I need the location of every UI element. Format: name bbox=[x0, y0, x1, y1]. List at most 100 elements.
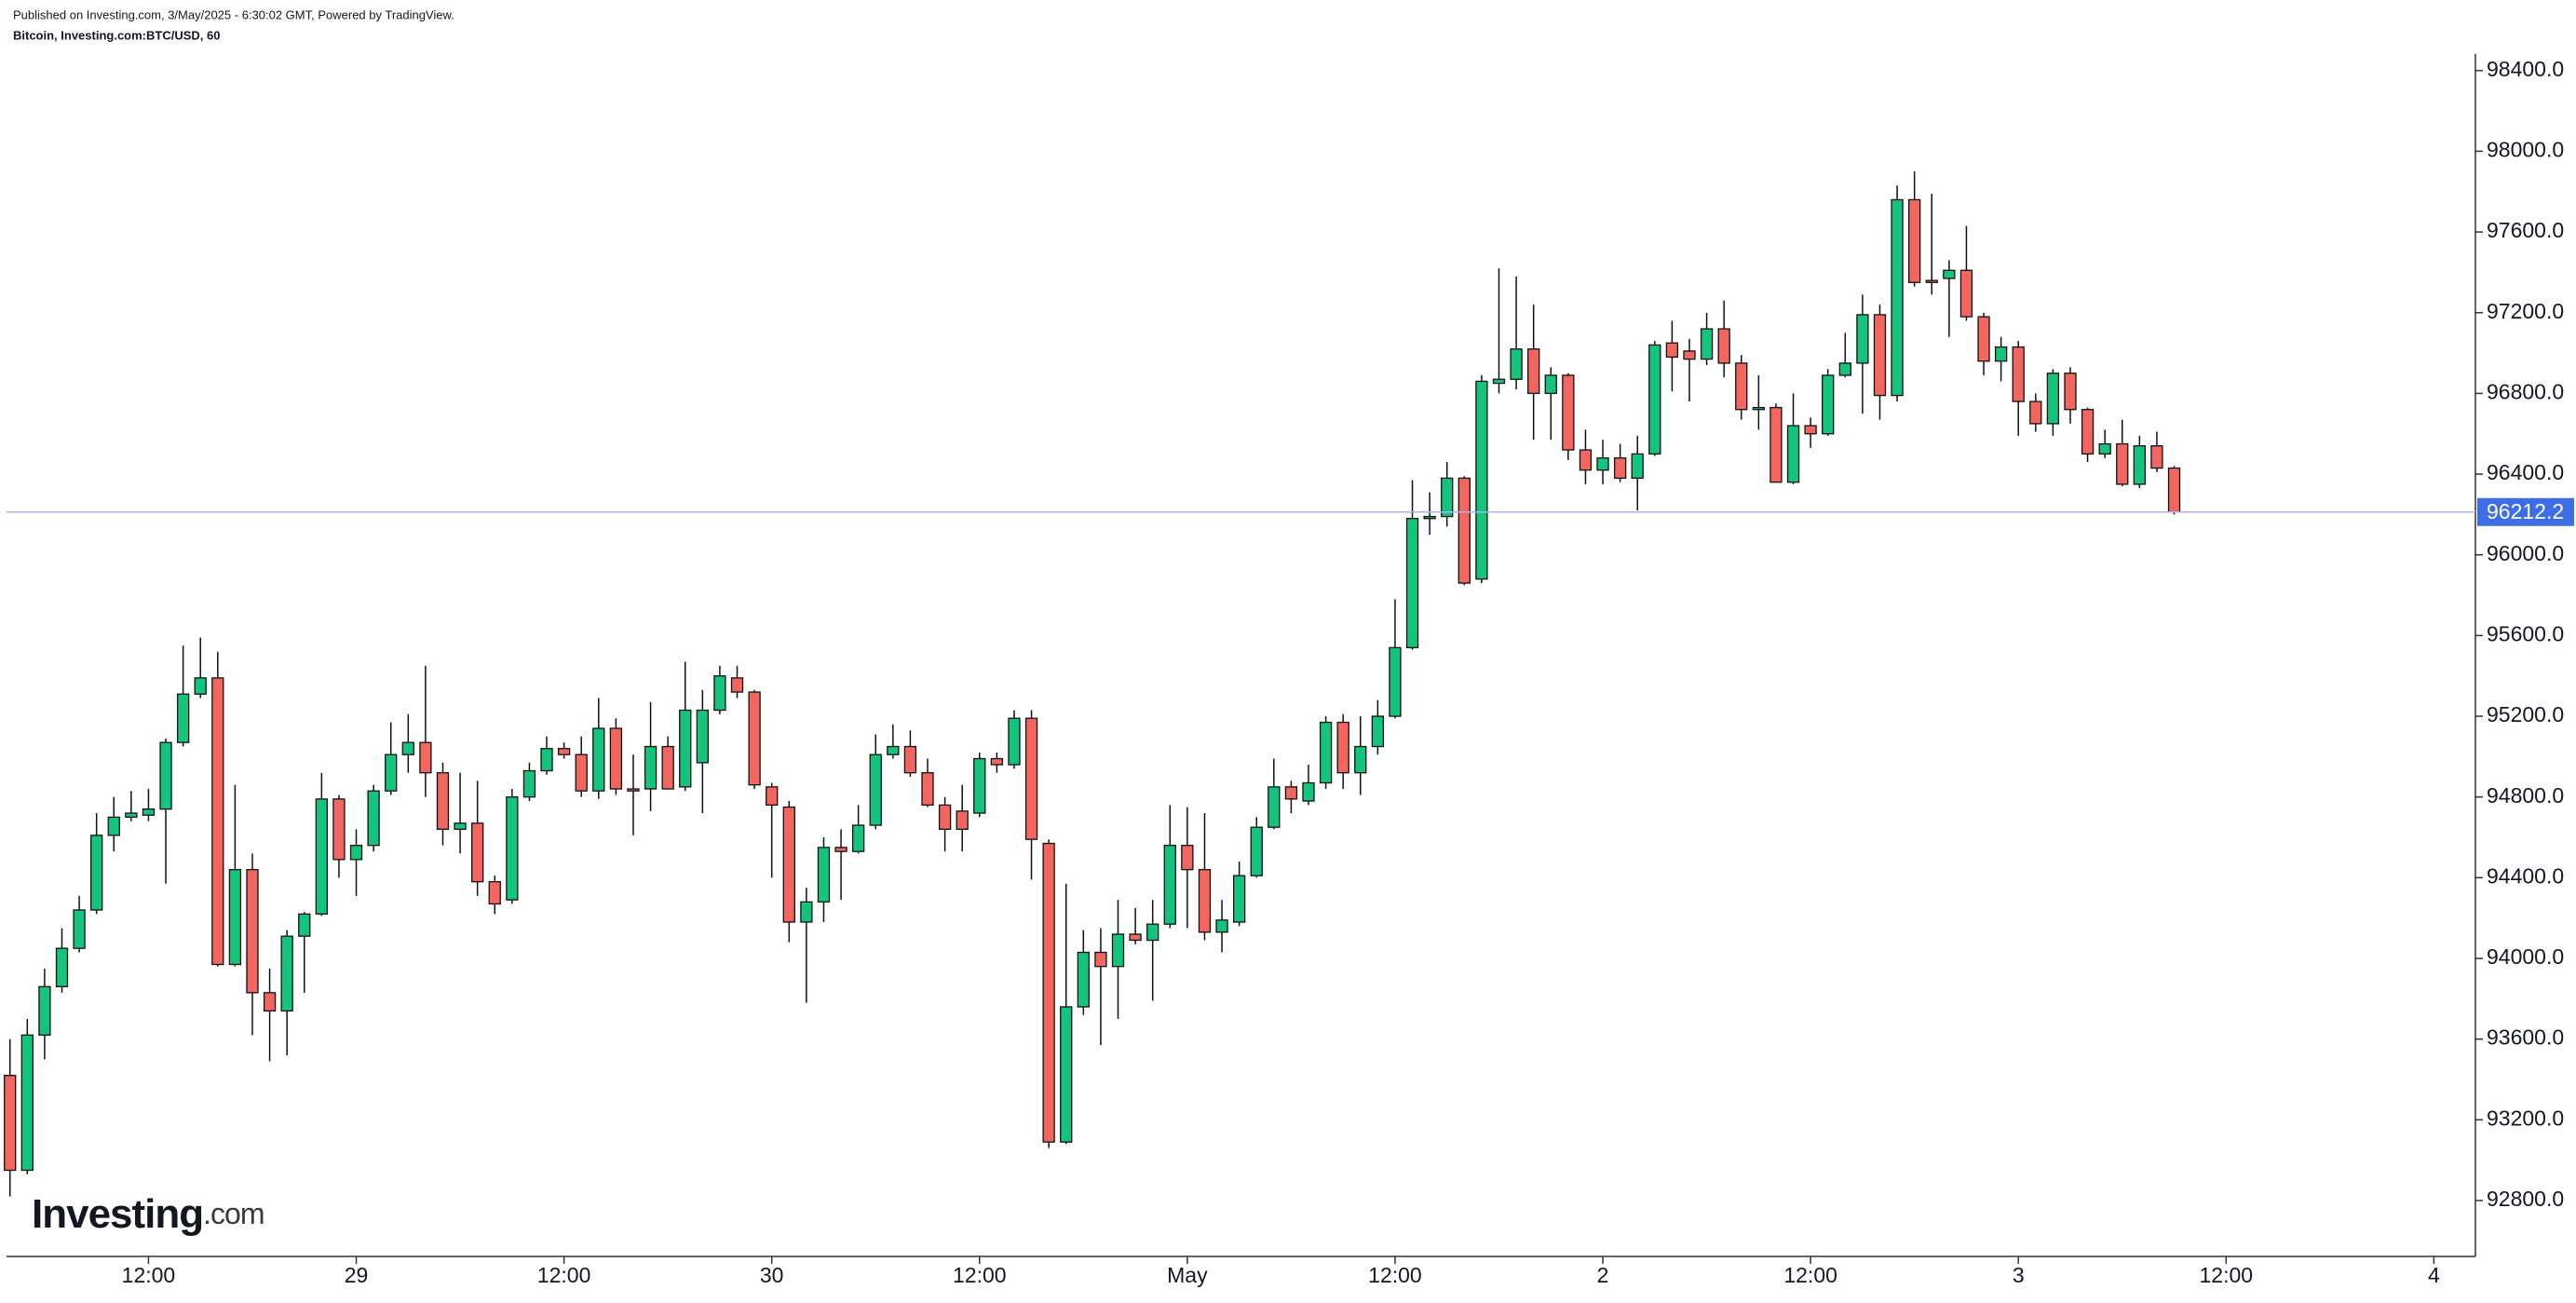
candle-body bbox=[2012, 346, 2025, 402]
candle-body bbox=[1354, 745, 1367, 774]
candle-body bbox=[246, 869, 259, 994]
candle-body bbox=[1596, 457, 1609, 471]
candle-body bbox=[280, 935, 293, 1011]
candle-body bbox=[540, 748, 553, 772]
header-symbol: Bitcoin, Investing.com:BTC/USD, 60 bbox=[13, 28, 220, 42]
candle-body bbox=[1856, 314, 1869, 364]
y-tick-label: 98000.0 bbox=[2487, 138, 2564, 162]
candle-body bbox=[1405, 518, 1419, 649]
candle-body bbox=[956, 810, 969, 831]
logo: Investing.com bbox=[32, 1191, 264, 1237]
candle-body bbox=[1423, 515, 1436, 520]
candle-body bbox=[20, 1034, 34, 1172]
candle-body bbox=[315, 798, 328, 915]
candle-body bbox=[2116, 442, 2129, 485]
candle-body bbox=[38, 985, 51, 1036]
last-price-tag bbox=[2477, 497, 2574, 526]
candle-body bbox=[1613, 457, 1627, 480]
candle-body bbox=[4, 1075, 17, 1172]
candle-body bbox=[2081, 409, 2095, 455]
candle-body bbox=[661, 745, 674, 790]
candle-body bbox=[332, 798, 346, 861]
candle-body bbox=[90, 835, 103, 911]
candle-body bbox=[1891, 198, 1904, 397]
x-tick-label: 12:00 bbox=[953, 1263, 1007, 1287]
candle-body bbox=[713, 675, 726, 712]
x-tick-label: 29 bbox=[345, 1263, 369, 1287]
candle-body bbox=[834, 847, 847, 852]
candle-body bbox=[194, 677, 207, 695]
candle-body bbox=[349, 845, 363, 861]
candle-body bbox=[1700, 328, 1714, 360]
y-tick-label: 93200.0 bbox=[2487, 1106, 2564, 1130]
candle-body bbox=[1786, 425, 1800, 483]
candle-body bbox=[1163, 845, 1176, 925]
candle-body bbox=[869, 753, 882, 826]
candle-body bbox=[1925, 279, 1938, 283]
candle-body bbox=[609, 727, 623, 790]
candle-body bbox=[1268, 786, 1281, 828]
candle-body bbox=[1146, 923, 1159, 942]
candle-body bbox=[1371, 715, 1385, 748]
candle-body bbox=[1717, 328, 1730, 364]
candle-body bbox=[1215, 919, 1228, 933]
candle-body bbox=[228, 869, 242, 966]
candle-body bbox=[1994, 346, 2008, 362]
candle-body bbox=[1562, 374, 1575, 451]
candle-body bbox=[1024, 717, 1038, 840]
candle-body bbox=[1250, 826, 1263, 876]
y-tick-label: 93600.0 bbox=[2487, 1025, 2564, 1050]
candle-body bbox=[2098, 442, 2111, 455]
candle-body bbox=[2046, 373, 2060, 425]
candle-body bbox=[2167, 467, 2181, 513]
candle-body bbox=[1336, 721, 1349, 774]
candle-body bbox=[800, 901, 813, 923]
candle-body bbox=[1804, 425, 1817, 435]
candle-body bbox=[1943, 269, 1956, 279]
candle-body bbox=[1683, 350, 1696, 360]
candle-body bbox=[506, 796, 519, 901]
candle-body bbox=[1873, 314, 1887, 397]
x-tick-label: 12:00 bbox=[1368, 1263, 1422, 1287]
candle-body bbox=[488, 881, 501, 905]
candle-body bbox=[142, 808, 156, 816]
y-tick-label: 96800.0 bbox=[2487, 379, 2564, 403]
candle-body bbox=[627, 788, 640, 792]
candle-body bbox=[696, 709, 709, 764]
y-tick-label: 92800.0 bbox=[2487, 1187, 2564, 1211]
candle-body bbox=[211, 677, 224, 966]
candle-body bbox=[1232, 875, 1246, 923]
y-tick-label: 96400.0 bbox=[2487, 460, 2564, 484]
candle-body bbox=[1008, 717, 1021, 766]
candle-body bbox=[1077, 951, 1090, 1008]
candle-body bbox=[2029, 400, 2042, 425]
candle-body bbox=[903, 745, 917, 774]
candle-body bbox=[159, 741, 172, 810]
candle-body bbox=[298, 913, 311, 937]
y-tick-label: 95200.0 bbox=[2487, 702, 2564, 726]
candle-body bbox=[73, 909, 86, 949]
candle-body bbox=[436, 772, 450, 831]
candle-body bbox=[401, 741, 414, 755]
candle-body bbox=[1838, 362, 1851, 376]
candle-body bbox=[107, 816, 120, 836]
candle-body bbox=[887, 745, 900, 755]
candle-body bbox=[1457, 477, 1471, 584]
candle-body bbox=[1769, 406, 1783, 483]
candles bbox=[4, 171, 2181, 1197]
candle-body bbox=[1822, 374, 1835, 435]
candle-body bbox=[592, 727, 605, 792]
candle-body bbox=[938, 804, 952, 831]
candle-body bbox=[454, 822, 467, 831]
x-tick-label: 30 bbox=[760, 1263, 784, 1287]
candle-body bbox=[1302, 781, 1315, 802]
candle-body bbox=[557, 748, 571, 755]
candle-body bbox=[1648, 344, 1661, 455]
x-tick-label: 4 bbox=[2428, 1263, 2440, 1287]
y-tick-label: 95600.0 bbox=[2487, 621, 2564, 645]
candle-body bbox=[973, 757, 986, 814]
candle-body bbox=[1441, 477, 1454, 518]
candle-body bbox=[730, 677, 744, 693]
candle-body bbox=[766, 786, 779, 807]
